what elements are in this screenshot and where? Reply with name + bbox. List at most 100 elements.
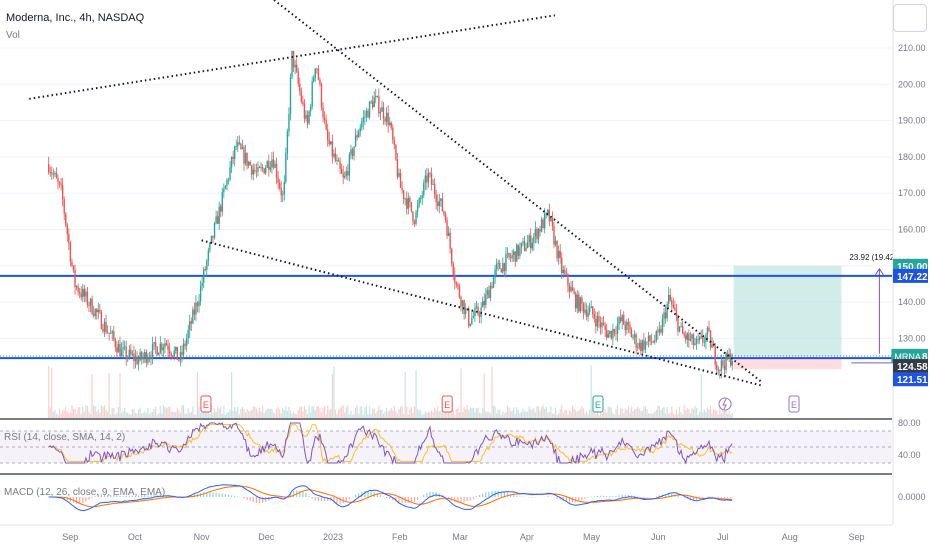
candle-body xyxy=(140,352,143,360)
macd-histogram-bar xyxy=(97,494,99,497)
volume-bar xyxy=(359,406,361,418)
volume-bar xyxy=(553,413,555,418)
candle-body xyxy=(720,360,723,371)
rsi-label: RSI (14, close, SMA, 14, 2) xyxy=(4,432,126,443)
candle-body xyxy=(574,293,577,309)
candle-body xyxy=(195,302,197,315)
volume-bar xyxy=(516,407,518,418)
time-tick-label: Sep xyxy=(62,532,78,542)
volume-bar xyxy=(730,414,732,418)
candle-body xyxy=(120,349,123,357)
volume-bar xyxy=(384,411,386,418)
volume-bar xyxy=(558,413,560,418)
volume-bar xyxy=(204,412,206,418)
macd-histogram-bar xyxy=(261,497,264,503)
volume-bar xyxy=(661,407,664,418)
candle-body xyxy=(125,346,127,359)
candle-body xyxy=(123,346,126,348)
candle-body xyxy=(220,206,222,212)
candle-body xyxy=(264,167,267,174)
horizontal-levels[interactable] xyxy=(0,274,892,360)
volume-bar xyxy=(559,408,561,418)
time-tick-label: Feb xyxy=(392,532,408,542)
volume-bar xyxy=(272,412,275,418)
macd-histogram-bar xyxy=(581,497,583,500)
trendlines[interactable] xyxy=(29,0,763,387)
volume-bar xyxy=(554,407,557,418)
volume-bar xyxy=(463,407,465,418)
volume-bar xyxy=(212,413,214,418)
candle-body xyxy=(308,111,310,124)
time-axis[interactable]: Sep Oct Nov Dec 2023 Feb Mar Apr May Jun Jul Aug Sep xyxy=(62,532,864,542)
candle-body xyxy=(416,205,419,213)
volume-bar xyxy=(381,409,383,418)
candle-body xyxy=(185,338,188,346)
volume-bar xyxy=(723,405,726,418)
volume-bar xyxy=(503,413,505,418)
candle-body xyxy=(450,248,453,264)
volume-bar xyxy=(722,407,724,418)
candle-body xyxy=(272,159,275,168)
candle-body xyxy=(525,248,527,251)
candle-body xyxy=(545,212,547,214)
candle-body xyxy=(274,163,276,168)
volume-bar xyxy=(190,411,192,418)
volume-bar xyxy=(327,405,329,418)
candle-body xyxy=(441,198,444,212)
volume-bar xyxy=(530,409,532,418)
candle-body xyxy=(641,340,644,352)
volume-bar xyxy=(66,411,68,418)
candle-body xyxy=(63,199,65,214)
volume-bar xyxy=(429,412,431,418)
volume-bar xyxy=(147,407,149,418)
volume-bar xyxy=(483,373,485,418)
candle-body xyxy=(609,330,611,334)
candle-body xyxy=(295,64,298,72)
candle-body xyxy=(423,182,425,196)
macd-histogram-bar xyxy=(134,495,137,497)
volume-bar xyxy=(213,408,216,418)
candle-body xyxy=(198,301,200,307)
volume-bar xyxy=(105,410,107,418)
volume-bar xyxy=(137,409,140,418)
macd-histogram-bar xyxy=(255,497,257,503)
candle-body xyxy=(595,318,597,327)
chart-settings-button[interactable] xyxy=(893,4,927,32)
volume-bar xyxy=(539,410,541,418)
earnings-marker xyxy=(441,395,453,413)
candle-body xyxy=(357,131,360,138)
candle-body xyxy=(390,122,392,128)
candle-body xyxy=(78,292,81,294)
price-axis[interactable]: 210.00 200.00 190.00 180.00 170.00 160.00 150.… xyxy=(891,0,932,550)
candle-body xyxy=(709,330,712,348)
candle-body xyxy=(52,173,55,175)
time-tick-label: Nov xyxy=(194,532,211,542)
candle-body xyxy=(650,341,653,343)
candle-body xyxy=(714,346,716,365)
candle-body xyxy=(516,244,518,262)
candle-body xyxy=(292,50,295,68)
volume-bar xyxy=(576,411,578,418)
volume-bar xyxy=(664,413,667,418)
macd-histogram-bar xyxy=(218,493,220,497)
candle-body xyxy=(285,153,287,182)
candle-body xyxy=(337,159,340,162)
candle-body xyxy=(520,242,523,248)
candle-body xyxy=(69,242,72,263)
volume-bar xyxy=(692,409,695,418)
macd-histogram-bar xyxy=(308,496,310,497)
volume-bar xyxy=(537,406,540,418)
candle-body xyxy=(669,294,671,301)
volume-bar xyxy=(613,414,616,418)
volume-bar xyxy=(564,410,566,418)
candle-body xyxy=(330,141,332,145)
candle-body xyxy=(523,241,526,251)
volume-bar xyxy=(714,409,716,418)
macd-histogram-bar xyxy=(584,497,586,499)
volume-bar xyxy=(579,408,581,418)
volume-bar xyxy=(688,408,690,418)
candle-body xyxy=(512,251,515,255)
candle-body xyxy=(506,253,509,255)
